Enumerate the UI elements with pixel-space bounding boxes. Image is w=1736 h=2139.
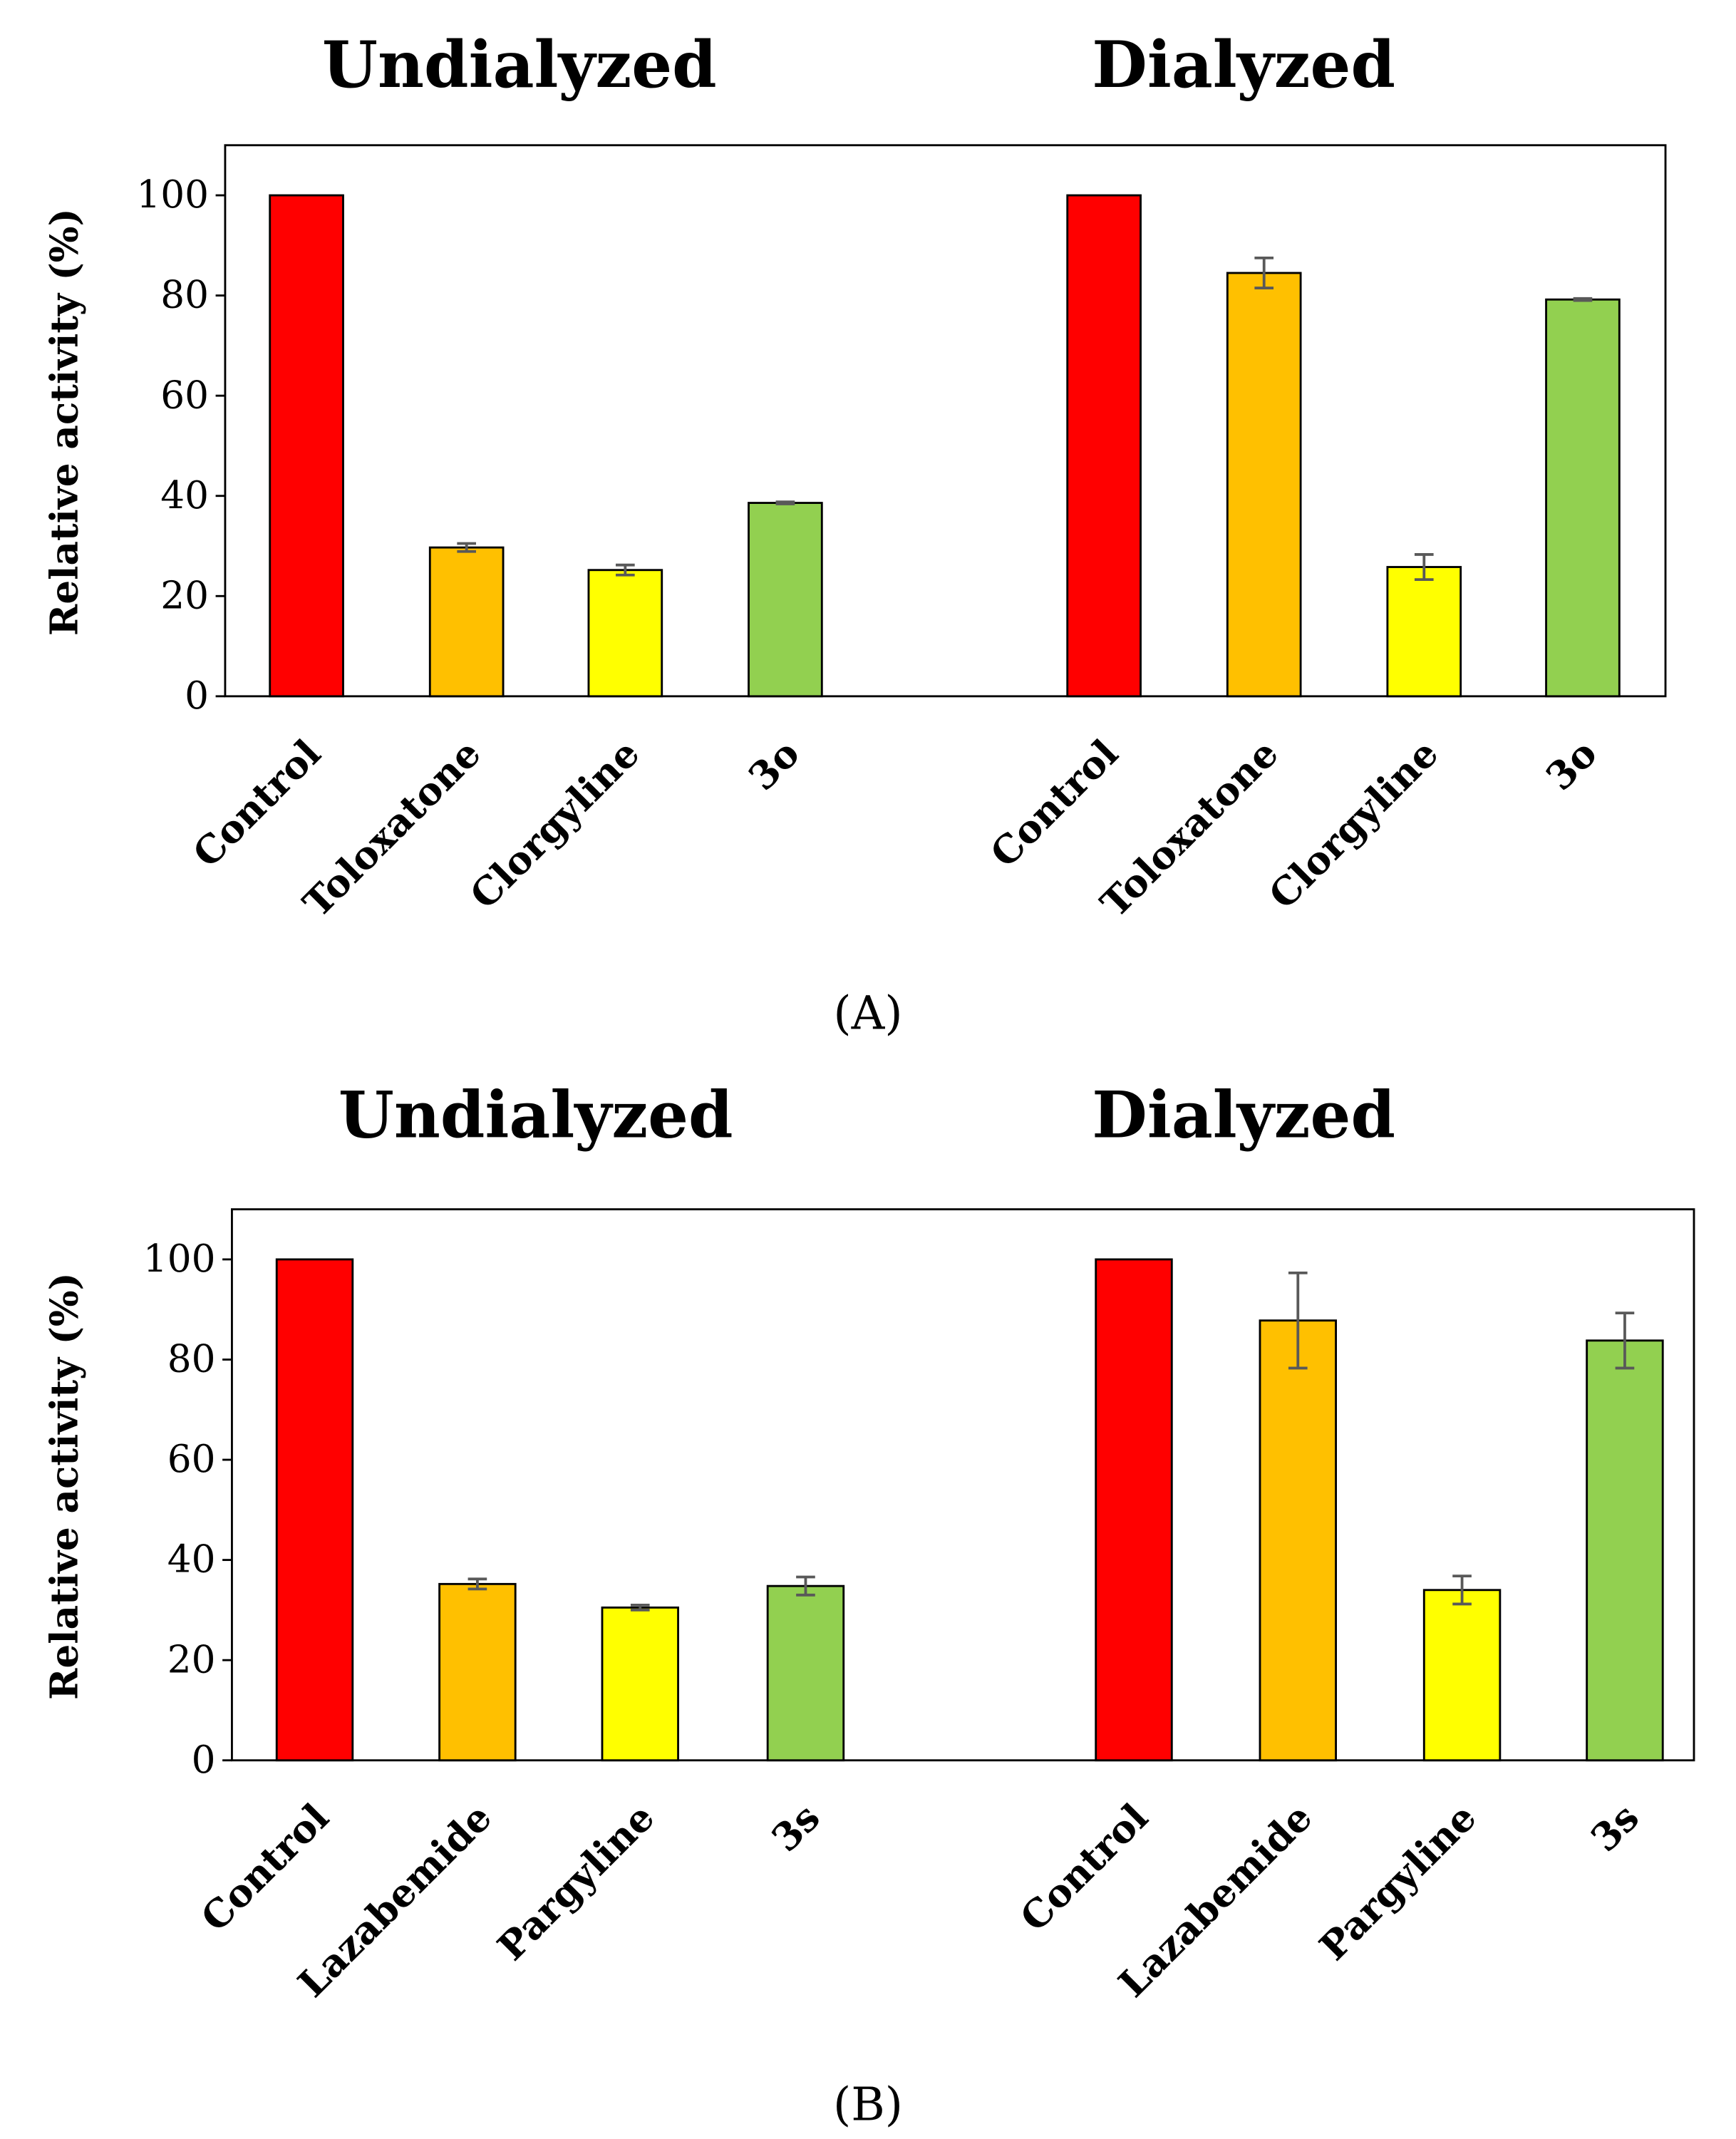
panel-a-error-bar-dialyzed-3o [1573, 297, 1593, 302]
panel-a-ytick-label: 60 [160, 373, 209, 417]
panel-a-error-bar-undialyzed-clorgyline [616, 563, 635, 577]
panel-b-bar-undialyzed-lazabemide [438, 1582, 517, 1762]
panel-a-bar-undialyzed-3o [748, 502, 823, 698]
panel-b-bar-undialyzed-pargyline [601, 1606, 679, 1762]
panel-a-ytick-label: 0 [185, 674, 209, 718]
panel-b-y-axis-label: Relative activity (%) [41, 1272, 86, 1700]
panel-b-xtick-dialyzed-control: Control [1011, 1795, 1157, 1940]
panel-a-y-axis: 0 20 40 60 80 100 [136, 172, 225, 718]
panel-a-bar-dialyzed-control [1066, 194, 1142, 698]
panel-a: Undialyzed Dialyzed Relative activity (%… [41, 28, 1667, 1040]
panel-b-bar-dialyzed-3s [1586, 1339, 1664, 1762]
panel-b-title-dialyzed: Dialyzed [1092, 1078, 1395, 1153]
panel-b: Undialyzed Dialyzed Relative activity (%… [41, 1078, 1695, 2131]
panel-a-title-dialyzed: Dialyzed [1092, 28, 1395, 103]
panel-a-error-bar-undialyzed-3o [775, 500, 795, 505]
panel-b-xtick-undialyzed-3s: 3s [763, 1795, 829, 1860]
panel-a-bars [269, 194, 1621, 698]
panel-a-bar-dialyzed-clorgyline [1386, 566, 1462, 698]
panel-b-error-bars [467, 1271, 1635, 1612]
panel-b-label: (B) [833, 2078, 903, 2131]
panel-a-plot-frame [224, 144, 1667, 698]
panel-b-bar-dialyzed-control [1095, 1258, 1173, 1762]
panel-a-ytick-label: 40 [160, 473, 209, 517]
panel-b-bar-undialyzed-control [275, 1258, 354, 1762]
panel-b-title-undialyzed: Undialyzed [339, 1078, 733, 1153]
panel-b-error-bar-dialyzed-lazabemide [1288, 1271, 1308, 1370]
panel-a-xtick-dialyzed-clorgyline: Clorgyline [1260, 731, 1447, 917]
panel-a-error-bar-undialyzed-toloxatone [457, 542, 476, 553]
panel-b-ytick-label: 100 [143, 1237, 216, 1281]
panel-b-error-bar-undialyzed-lazabemide [467, 1577, 487, 1591]
panel-a-bar-undialyzed-control [269, 194, 344, 698]
panel-a-xtick-undialyzed-3o: 3o [740, 731, 808, 799]
panel-b-error-bar-undialyzed-3s [796, 1575, 815, 1597]
panel-b-ytick-label: 20 [167, 1637, 216, 1681]
panel-a-ytick-label: 80 [160, 273, 209, 317]
panel-b-plot-frame [231, 1208, 1695, 1762]
panel-a-bar-dialyzed-toloxatone [1226, 272, 1302, 698]
panel-a-title-undialyzed: Undialyzed [322, 28, 717, 103]
panel-b-bar-dialyzed-lazabemide [1259, 1319, 1338, 1762]
panel-b-xtick-undialyzed-pargyline: Pargyline [489, 1795, 663, 1969]
panel-a-bar-undialyzed-toloxatone [428, 546, 505, 698]
panel-b-ytick-label: 80 [167, 1337, 216, 1381]
panel-a-bar-dialyzed-3o [1545, 298, 1621, 698]
panel-a-label: (A) [833, 986, 902, 1040]
panel-a-error-bar-dialyzed-clorgyline [1414, 553, 1434, 581]
panel-b-ytick-label: 40 [167, 1537, 216, 1582]
panel-a-error-bars [457, 256, 1593, 581]
panel-b-bar-dialyzed-pargyline [1422, 1589, 1502, 1762]
panel-b-bar-undialyzed-3s [766, 1584, 845, 1762]
panel-b-error-bar-undialyzed-pargyline [630, 1603, 650, 1612]
panel-b-bars [275, 1258, 1664, 1762]
panel-b-error-bar-dialyzed-pargyline [1452, 1574, 1472, 1606]
panel-b-y-axis: 0 20 40 60 80 100 [143, 1237, 232, 1782]
panel-a-bar-undialyzed-clorgyline [587, 569, 663, 698]
panel-a-xtick-dialyzed-3o: 3o [1537, 731, 1606, 799]
panel-a-ytick-label: 20 [160, 573, 209, 617]
panel-b-error-bar-dialyzed-3s [1615, 1311, 1635, 1370]
panel-a-xtick-dialyzed-control: Control [981, 731, 1127, 876]
panel-b-xtick-undialyzed-control: Control [192, 1795, 338, 1940]
panel-b-xtick-dialyzed-3s: 3s [1582, 1795, 1648, 1860]
panel-a-error-bar-dialyzed-toloxatone [1254, 256, 1274, 289]
panel-a-xtick-undialyzed-control: Control [184, 731, 329, 876]
panel-a-ytick-label: 100 [136, 172, 209, 217]
panel-a-xtick-undialyzed-clorgyline: Clorgyline [461, 731, 648, 917]
panel-b-ytick-label: 0 [192, 1738, 216, 1782]
panel-b-ytick-label: 60 [167, 1437, 216, 1481]
panel-b-xtick-dialyzed-pargyline: Pargyline [1311, 1795, 1484, 1969]
panel-a-y-axis-label: Relative activity (%) [41, 208, 86, 636]
